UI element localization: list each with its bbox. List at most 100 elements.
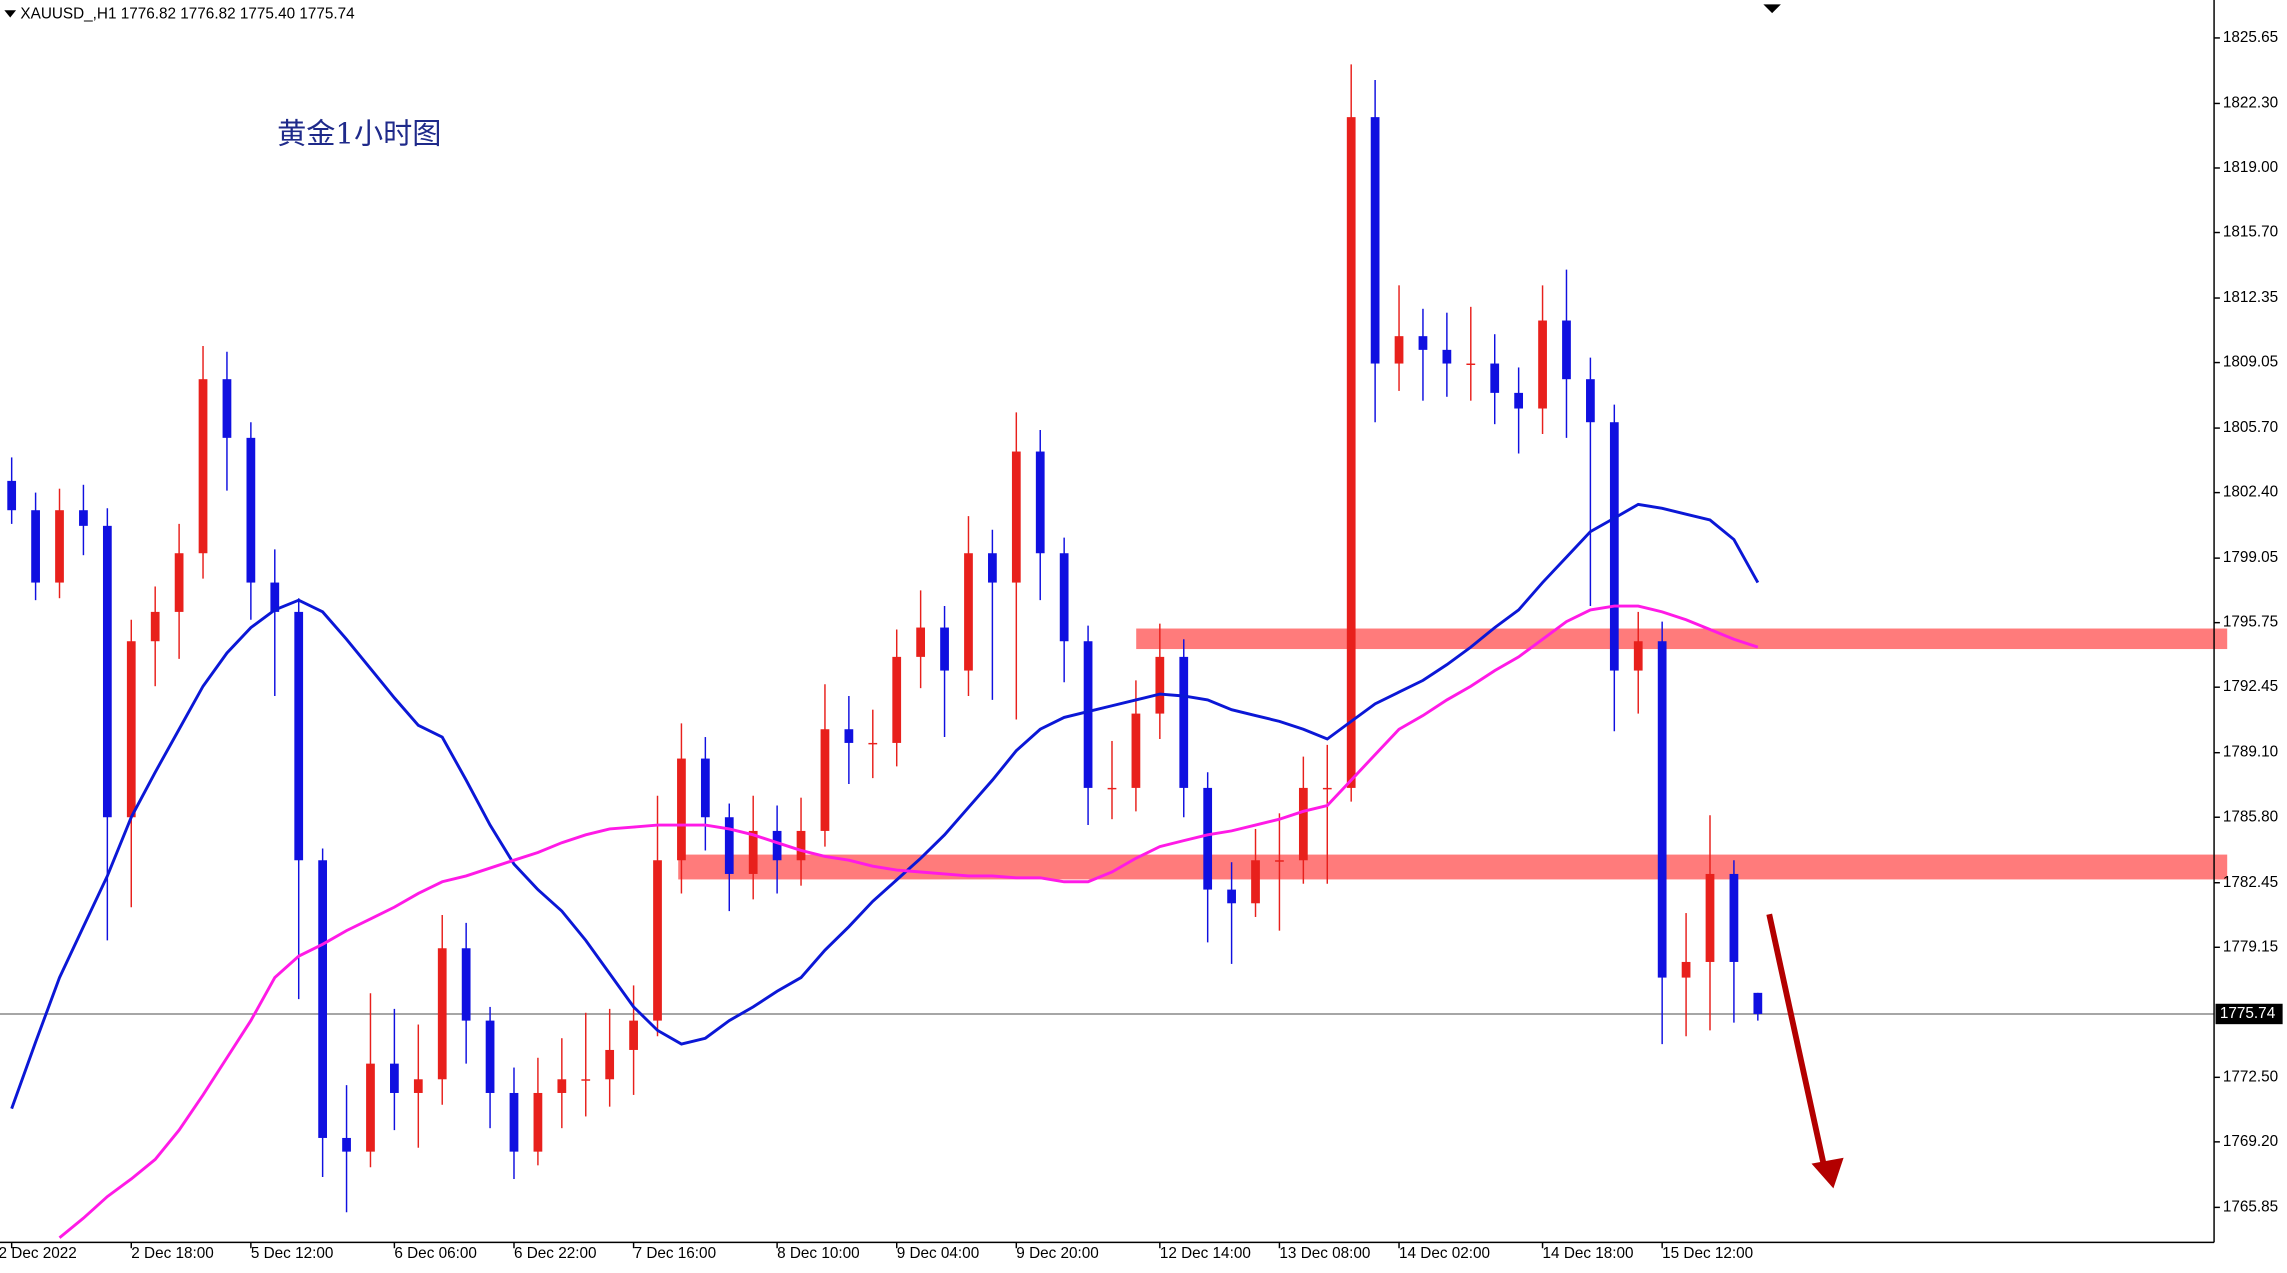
candle-body [1083,641,1093,788]
candle-body [1562,320,1571,380]
candle-body [724,817,734,874]
candle-body [844,729,854,743]
x-tick-label: 5 Dec 12:00 [251,1245,334,1262]
candle-body [31,510,40,583]
y-tick-label: 1792.45 [2223,678,2278,695]
candle-body [1490,363,1500,393]
candle-body [1155,656,1165,714]
candle-body [222,379,232,438]
candle-body [1657,641,1667,978]
x-tick-label: 2 Dec 2022 [0,1245,77,1262]
x-tick-label: 6 Dec 06:00 [394,1245,477,1262]
candle-body [1251,860,1260,904]
candle-body [1633,641,1643,671]
y-tick-label: 1809.05 [2223,354,2278,371]
y-tick-label: 1812.35 [2223,289,2278,306]
y-tick-label: 1825.65 [2223,29,2278,46]
candle-body [796,830,806,861]
candle-body [7,480,17,511]
candle-body [413,1079,423,1093]
trend-arrow-head [1811,1157,1844,1189]
chart-title: 黄金1小时图 [277,117,441,151]
candle-body [700,758,710,818]
candle-body [79,510,88,526]
candle-body [916,627,926,657]
candle-body [246,437,256,583]
candle-body [1729,873,1739,962]
candle-body [748,830,758,874]
candle-body [485,1020,495,1093]
candle-body [1203,787,1213,890]
candle-body [1418,336,1428,350]
moving-average [58,604,1759,1239]
x-tick-label: 15 Dec 12:00 [1662,1245,1753,1262]
x-tick-label: 14 Dec 18:00 [1543,1245,1634,1262]
candle-body [126,641,136,818]
candle-body [198,379,208,554]
candle-body [557,1079,567,1093]
candle-body [270,582,280,612]
current-price-box [2215,1003,2283,1025]
candle-body [1705,873,1715,962]
candle-body [1059,553,1069,642]
candle-body [1346,117,1356,788]
x-tick-label: 14 Dec 02:00 [1399,1245,1490,1262]
x-tick-label: 9 Dec 04:00 [897,1245,980,1262]
price-zone [1136,628,2228,650]
candle-body [1107,787,1117,790]
x-tick-label: 13 Dec 08:00 [1279,1245,1370,1262]
candle-body [605,1049,615,1080]
candle-body [1298,787,1308,861]
candle-body [1681,961,1691,978]
candle-body [581,1079,591,1081]
candle-body [772,830,782,861]
y-tick-label: 1805.70 [2223,419,2278,436]
header-icon [4,10,17,18]
candle-body [629,1020,638,1050]
candle-body [988,553,997,583]
candle-body [1753,992,1763,1014]
header: XAUUSD_,H1 1776.82 1776.82 1775.40 1775.… [20,6,355,23]
price-zone [678,854,2228,880]
candle-body [509,1092,519,1152]
candle-body [1275,860,1284,862]
candle-body [533,1092,543,1152]
y-tick-label: 1765.85 [2223,1198,2278,1215]
candle-body [150,611,160,642]
candle-body [342,1137,351,1152]
candle-body [318,860,328,1138]
candle-body [1514,392,1524,409]
candle-body [1370,117,1380,364]
candle-body [677,758,686,861]
candle-body [1227,889,1236,904]
y-tick-label: 1822.30 [2223,94,2278,111]
x-tick-label: 6 Dec 22:00 [514,1245,597,1262]
candle-body [1131,713,1141,788]
candle-body [461,948,471,1021]
y-tick-label: 1799.05 [2223,549,2278,566]
x-tick-label: 8 Dec 10:00 [777,1245,860,1262]
candle-body [1442,349,1452,364]
x-tick-label: 9 Dec 20:00 [1016,1245,1099,1262]
moving-average [10,502,1760,1110]
candle-body [964,553,973,671]
candle-body [1322,787,1332,790]
y-tick-label: 1789.10 [2223,744,2278,761]
y-tick-label: 1802.40 [2223,484,2278,501]
candle-body [366,1063,375,1152]
candle-body [390,1063,399,1093]
candle-body [102,525,112,818]
y-tick-label: 1782.45 [2223,874,2278,891]
x-tick-label: 12 Dec 14:00 [1160,1245,1251,1262]
candle-body [868,742,878,745]
y-tick-label: 1815.70 [2223,224,2278,241]
candle-body [940,627,949,671]
candle-body [1011,451,1021,583]
candle-body [437,948,447,1080]
candle-body [294,611,304,861]
candle-body [892,656,902,743]
y-tick-label: 1795.75 [2223,614,2278,631]
candle-body [1609,422,1619,671]
candle-body [1466,363,1476,365]
